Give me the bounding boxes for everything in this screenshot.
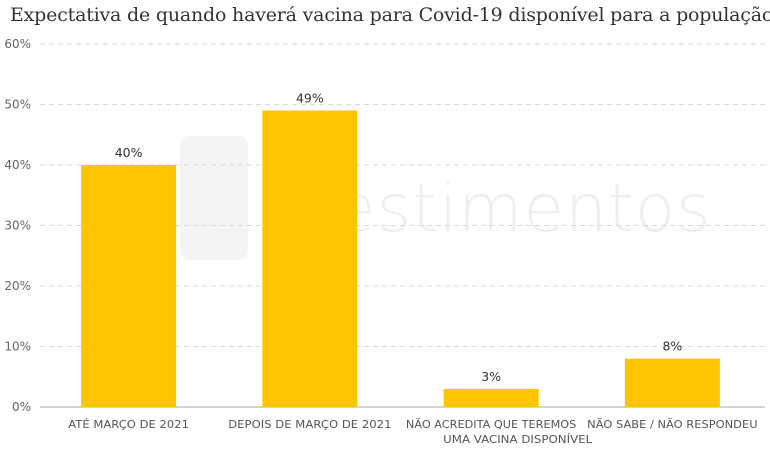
- chart-title: Expectativa de quando haverá vacina para…: [10, 4, 770, 26]
- y-tick-label: 60%: [4, 37, 31, 51]
- bar: [81, 165, 177, 407]
- bar: [624, 358, 720, 407]
- x-tick-label: NÃO ACREDITA QUE TEREMOS: [406, 418, 576, 431]
- y-tick-label: 50%: [4, 98, 31, 112]
- y-tick-label: 40%: [4, 158, 31, 172]
- x-tick-label: UMA VACINA DISPONÍVEL: [443, 433, 593, 446]
- data-label: 8%: [662, 339, 682, 354]
- data-label: 3%: [481, 369, 501, 384]
- x-tick-label: DEPOIS DE MARÇO DE 2021: [228, 418, 391, 431]
- y-tick-label: 30%: [4, 219, 31, 233]
- x-tick-label: ATÉ MARÇO DE 2021: [68, 418, 189, 431]
- data-label: 40%: [115, 145, 143, 160]
- x-tick-label: NÃO SABE / NÃO RESPONDEU: [587, 418, 757, 431]
- bar: [262, 110, 358, 408]
- y-tick-label: 0%: [12, 400, 31, 414]
- y-tick-label: 20%: [4, 279, 31, 293]
- y-tick-label: 10%: [4, 340, 31, 354]
- bar: [443, 388, 539, 407]
- watermark-logo: [180, 136, 248, 260]
- watermark-text: estimentos: [335, 170, 712, 247]
- data-label: 49%: [296, 91, 324, 106]
